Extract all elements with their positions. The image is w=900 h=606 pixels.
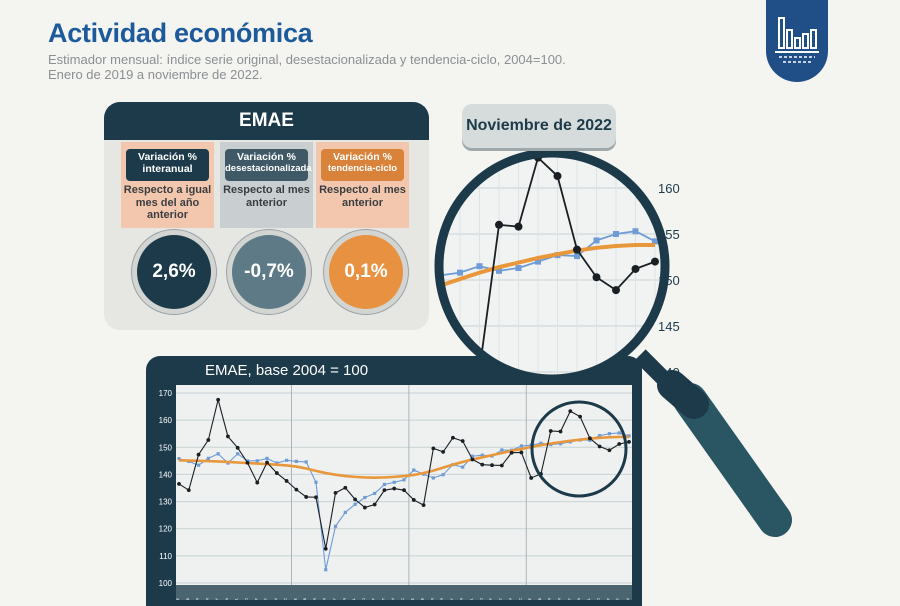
lens-data-point [651, 257, 659, 266]
seasonally-adjusted-description: Respecto al mes anterior [223, 184, 310, 209]
zoom-label: Noviembre de 2022 [462, 104, 616, 148]
interannual-description: Respecto a igual mes del año anterior [123, 184, 212, 221]
bar-chart-icon [775, 17, 819, 63]
seasonally-adjusted-label-line1: Variación % [237, 151, 296, 163]
lens-y-tick-label: 145 [658, 319, 680, 334]
trend-cycle-column: Variación % tendencia-ciclo Respecto al … [316, 142, 409, 228]
seasonally-adjusted-label-line2: desestacionalizada [225, 163, 312, 174]
lens-data-point [514, 222, 523, 231]
subtitle-line-2: Enero de 2019 a noviembre de 2022. [48, 67, 263, 82]
lens-data-point [495, 220, 503, 229]
trend-cycle-label-line2: tendencia-ciclo [327, 163, 398, 174]
lens-data-point [456, 380, 464, 388]
trend-cycle-label: Variación % tendencia-ciclo [321, 149, 404, 181]
lens-data-point [418, 287, 424, 293]
emae-card: EMAE Variación % interanual Respecto a i… [104, 102, 429, 330]
trend-cycle-label-line1: Variación % [333, 151, 392, 163]
interannual-label: Variación % interanual [126, 149, 209, 181]
seasonally-adjusted-column: Variación % desestacionalizada Respecto … [220, 142, 313, 228]
magnifier-handle [634, 349, 792, 537]
page-title: Actividad económica [48, 18, 313, 48]
lens-data-point [573, 245, 581, 254]
interannual-label-line1: Variación % [138, 151, 197, 163]
lens-data-point [535, 258, 541, 265]
lens-data-point [631, 264, 640, 273]
lens-data-point [553, 172, 562, 181]
lens-y-tick-label: 140 [658, 365, 680, 380]
emae-card-title: EMAE [104, 102, 429, 140]
lens-data-point [515, 265, 522, 272]
lens-data-point [574, 253, 580, 260]
lens-rim [434, 148, 670, 384]
interannual-label-line2: interanual [142, 163, 193, 175]
lens-data-point [417, 294, 425, 302]
lens-data-point [652, 238, 658, 245]
lens-data-point [475, 366, 484, 375]
page-subtitle: Estimador mensual: índice serie original… [48, 52, 566, 82]
interannual-value-dial: 2,6% [137, 235, 211, 309]
lens-data-point [592, 273, 601, 282]
lens-series-line-2 [439, 243, 655, 294]
seasonally-adjusted-value-dial: -0,7% [232, 235, 306, 309]
lens-data-point [612, 286, 620, 295]
lens-y-tick-label: 160 [658, 181, 680, 196]
zoom-highlight-circle [530, 400, 628, 498]
seasonally-adjusted-label: Variación % desestacionalizada [225, 149, 312, 181]
trend-cycle-value-dial: 0,1% [329, 235, 403, 309]
lens-data-point [613, 231, 619, 237]
trend-cycle-description: Respecto al mes anterior [319, 184, 406, 209]
bar-chart-logo [766, 0, 828, 82]
interannual-column: Variación % interanual Respecto a igual … [121, 142, 214, 228]
lens-data-point [457, 269, 463, 276]
lens-background [439, 153, 665, 379]
chart-title: EMAE, base 2004 = 100 [205, 362, 369, 379]
lens-data-point [593, 237, 600, 244]
lens-data-point [476, 263, 483, 270]
subtitle-line-1: Estimador mensual: índice serie original… [48, 52, 566, 67]
lens-data-point [496, 267, 502, 274]
lens-data-point [632, 228, 639, 235]
